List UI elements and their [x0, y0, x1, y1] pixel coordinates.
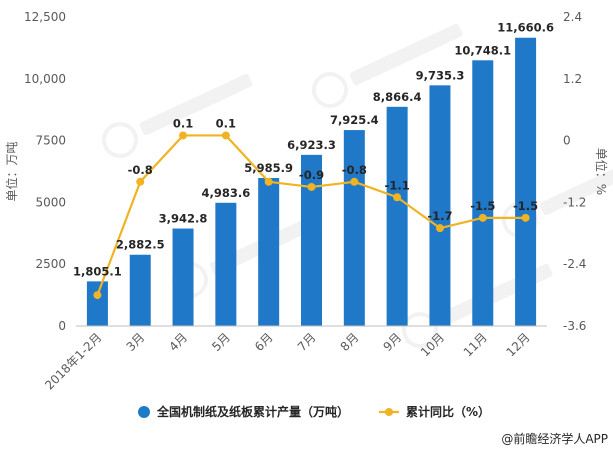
bar — [343, 130, 365, 326]
line-value-label: -1.7 — [427, 209, 452, 223]
line-value-label: -1.1 — [385, 178, 410, 192]
bar — [172, 228, 194, 326]
line-point — [435, 224, 444, 233]
bar-value-label: 3,942.8 — [159, 212, 208, 226]
watermark-bar — [539, 153, 613, 216]
source-credit: @前瞻经济学人APP — [501, 431, 608, 446]
x-tick-label: 6月 — [252, 330, 276, 354]
line-point — [478, 213, 487, 222]
legend: 全国机制纸及纸板累计产量（万吨） 累计同比（%） — [138, 404, 490, 419]
line-point — [393, 193, 402, 202]
watermark-logo — [102, 73, 253, 158]
bar-value-label: 1,805.1 — [73, 264, 122, 278]
line-point — [521, 213, 530, 222]
y-right-tick-label: 0 — [563, 134, 571, 148]
line-point — [179, 131, 188, 140]
y-right-axis-title: 单位：% — [594, 148, 609, 195]
line-value-label: -0.8 — [342, 163, 367, 177]
line-value-label: -0.8 — [128, 163, 153, 177]
bar-value-label: 10,748.1 — [454, 43, 511, 57]
bar-value-label: 6,923.3 — [287, 138, 336, 152]
bar-value-label: 7,925.4 — [330, 113, 379, 127]
bar — [86, 281, 108, 326]
x-tick-label: 3月 — [124, 330, 148, 354]
y-right-tick-label: -2.4 — [563, 257, 586, 271]
watermark-ring — [312, 72, 348, 108]
watermark-bar — [439, 263, 553, 326]
x-tick-label: 12月 — [504, 330, 533, 359]
y-left-tick-label: 5000 — [35, 195, 66, 209]
line-value-label: 0.1 — [173, 116, 193, 130]
x-tick-label: 11月 — [461, 330, 490, 359]
bar-value-label: 8,866.4 — [373, 90, 422, 104]
line-point — [136, 177, 145, 186]
bar-value-label: 5,985.9 — [244, 161, 293, 175]
bar — [129, 254, 151, 326]
bar — [301, 154, 322, 326]
legend-line-label: 累计同比（%） — [406, 404, 490, 419]
x-tick-label: 4月 — [166, 330, 190, 354]
bar-value-label: 9,735.3 — [416, 68, 465, 82]
y-left-tick-label: 12,500 — [24, 10, 66, 24]
line-point — [93, 291, 102, 300]
x-tick-label: 8月 — [338, 330, 362, 354]
y-left-axis-title: 单位：万吨 — [4, 141, 19, 201]
legend-bar-label: 全国机制纸及纸板累计产量（万吨） — [156, 404, 349, 419]
y-left-tick-label: 2500 — [35, 257, 66, 271]
bar-value-label: 2,882.5 — [116, 238, 165, 252]
line-value-label: -0.9 — [299, 168, 324, 182]
line-value-label: 0.1 — [216, 116, 236, 130]
line-point — [307, 182, 316, 191]
x-tick-label: 10月 — [418, 330, 447, 359]
line-value-label: -1.5 — [470, 199, 495, 213]
y-right-tick-label: 2.4 — [563, 10, 582, 24]
y-left-tick-label: 0 — [58, 319, 66, 333]
bar — [472, 60, 494, 326]
watermark-logo — [312, 23, 463, 108]
x-tick-label: 7月 — [295, 330, 319, 354]
line-point — [264, 177, 273, 186]
bar — [386, 106, 408, 326]
bar — [258, 178, 280, 326]
line-point — [350, 177, 359, 186]
line-series — [93, 131, 530, 300]
watermark-ring — [102, 122, 138, 158]
x-tick-label: 5月 — [209, 330, 233, 354]
y-right-tick-label: 1.2 — [563, 72, 582, 86]
x-tick-label: 2018年1-2月 — [42, 330, 104, 392]
bar — [429, 85, 451, 326]
watermark-bar — [139, 73, 253, 136]
legend-line-marker — [385, 408, 393, 416]
legend-bar-swatch — [138, 406, 150, 418]
line-point — [221, 131, 230, 140]
y-right-tick-label: -1.2 — [563, 195, 586, 209]
y-left-tick-label: 10,000 — [24, 72, 66, 86]
x-tick-label: 9月 — [380, 330, 404, 354]
bar — [515, 37, 537, 326]
bar-value-label: 4,983.6 — [201, 186, 250, 200]
y-right-tick-label: -3.6 — [563, 319, 586, 333]
line-value-label: -1.5 — [513, 199, 538, 213]
bar — [215, 202, 237, 326]
y-left-tick-label: 7500 — [35, 134, 66, 148]
watermark-bar — [349, 23, 463, 86]
bar-series — [86, 37, 537, 326]
bar-value-label: 11,660.6 — [497, 21, 554, 35]
data-labels: 1,805.1 2,882.5 3,942.8 4,983.6 5,985.9 6,923… — [73, 21, 554, 279]
